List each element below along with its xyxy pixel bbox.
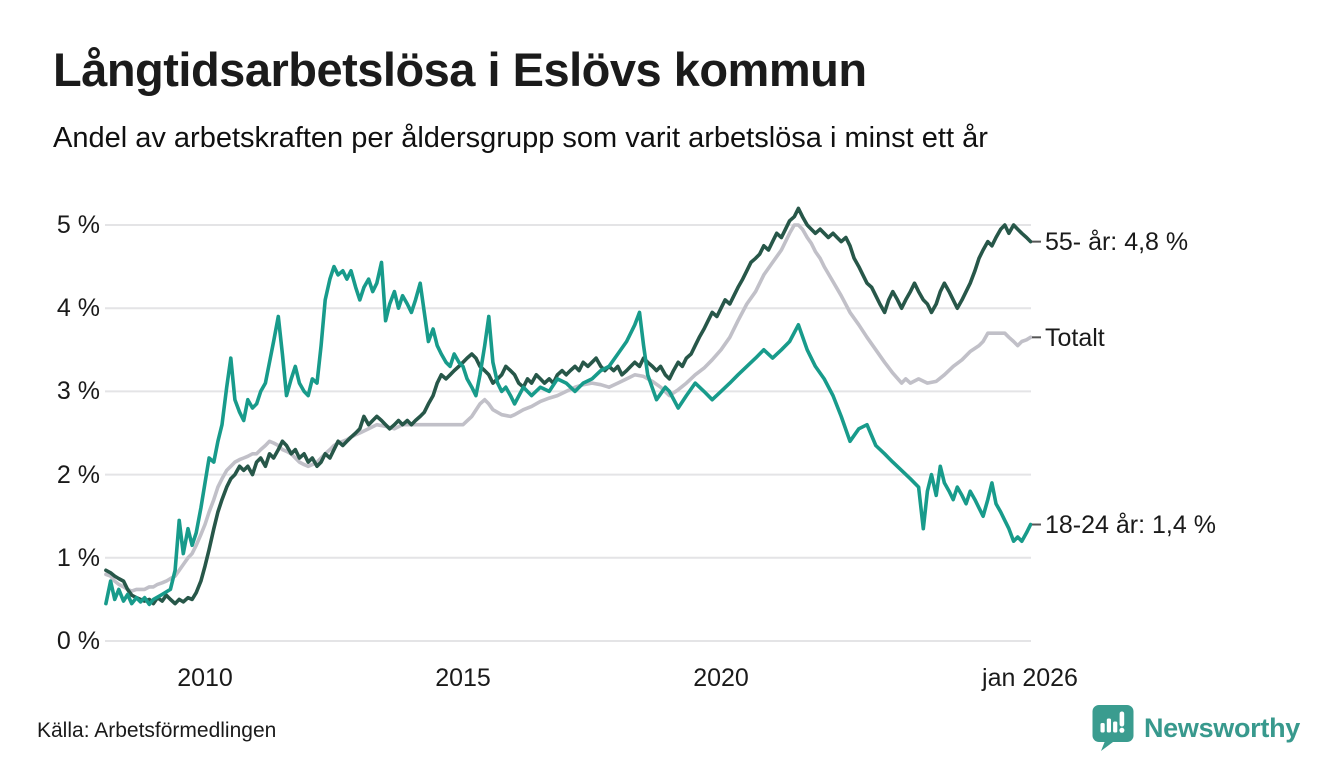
end-label-text: 18-24 år: 1,4 % (1045, 511, 1216, 539)
page-subtitle: Andel av arbetskraften per åldersgrupp s… (53, 122, 988, 154)
end-label-text: 55- år: 4,8 % (1045, 228, 1188, 256)
end-labels: 55- år: 4,8 % Totalt 18-24 år: 1,4 % (1032, 228, 1216, 539)
x-tick-2015: 2015 (435, 664, 491, 692)
y-tick-5: 5 % (57, 211, 100, 239)
newsworthy-logo: Newsworthy (1092, 704, 1300, 752)
line-totalt (104, 223, 1033, 593)
page-title: Långtidsarbetslösa i Eslövs kommun (53, 43, 867, 96)
y-axis-labels: 5 % 4 % 3 % 2 % 1 % 0 % (57, 211, 100, 655)
series-lines (104, 206, 1033, 607)
gridlines (105, 224, 1031, 642)
y-tick-0: 0 % (57, 627, 100, 655)
source-note: Källa: Arbetsförmedlingen (37, 719, 277, 742)
line-18-24 (104, 260, 1033, 607)
x-tick-jan-2026: jan 2026 (981, 664, 1078, 692)
end-label-totalt: Totalt (1032, 324, 1105, 352)
y-tick-1: 1 % (57, 544, 100, 572)
line-55-plus (104, 206, 1033, 606)
y-tick-3: 3 % (57, 377, 100, 405)
end-label-18-24: 18-24 år: 1,4 % (1032, 511, 1216, 539)
end-label-text: Totalt (1045, 324, 1105, 352)
brand-name: Newsworthy (1143, 712, 1300, 743)
x-tick-2010: 2010 (177, 664, 233, 692)
y-tick-2: 2 % (57, 461, 100, 489)
x-tick-2020: 2020 (693, 664, 749, 692)
x-axis-labels: 2010 2015 2020 jan 2026 (177, 664, 1078, 692)
end-label-55-plus: 55- år: 4,8 % (1032, 228, 1188, 256)
y-tick-4: 4 % (57, 294, 100, 322)
newsworthy-chart-bubble-icon (1092, 705, 1134, 751)
